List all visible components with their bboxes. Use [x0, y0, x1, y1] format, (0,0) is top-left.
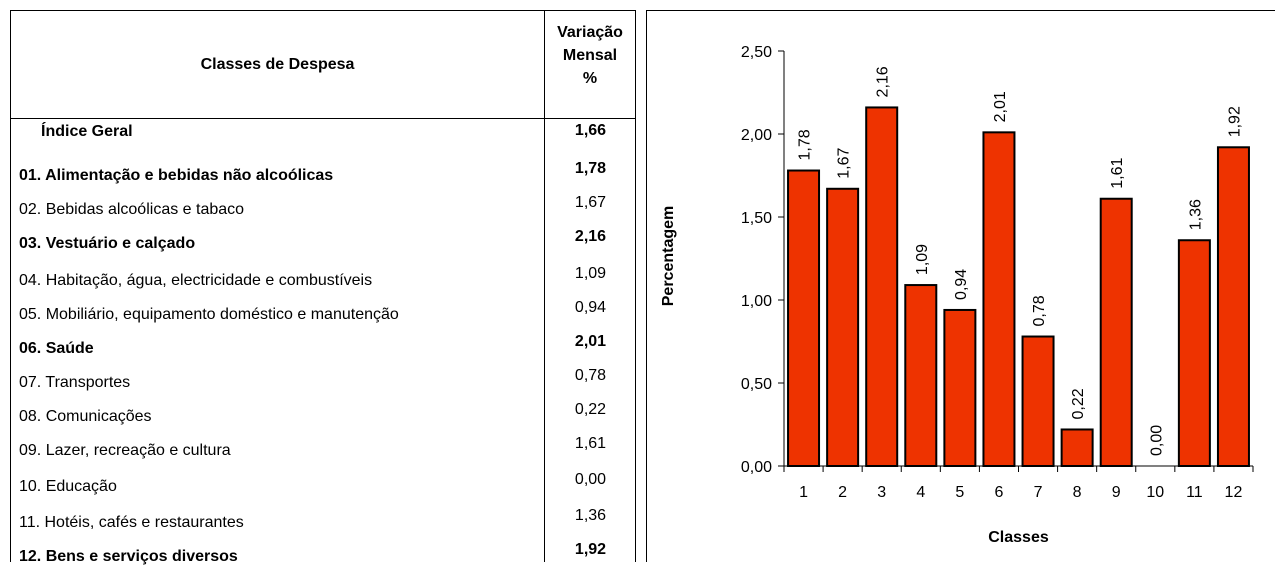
row-value: 1,67 [574, 194, 607, 211]
row-label: 01. Alimentação e bebidas não alcoólicas [19, 167, 334, 184]
y-tick-label: 0,00 [741, 459, 772, 476]
row-label: 07. Transportes [19, 374, 131, 391]
table-row: 12. Bens e serviços diversos 1,92 [11, 538, 635, 572]
row-label: 08. Comunicações [19, 408, 152, 425]
y-tick-label: 1,00 [741, 293, 772, 310]
bar [826, 187, 860, 467]
row-value: 2,01 [574, 333, 607, 350]
row-label: 09. Lazer, recreação e cultura [19, 442, 231, 459]
x-tick-label: 2 [838, 484, 847, 501]
row-value: 1,61 [574, 435, 607, 452]
x-tick-label: 12 [1225, 484, 1243, 501]
x-tick-label: 5 [955, 484, 964, 501]
data-label: 1,78 [797, 129, 814, 160]
y-tick-label: 2,50 [741, 44, 772, 61]
table-row: 08. Comunicações 0,22 [11, 398, 635, 432]
bar [787, 169, 821, 468]
row-value: 0,22 [574, 401, 607, 418]
data-label: 1,67 [836, 148, 853, 179]
row-value: 1,66 [574, 122, 607, 139]
row-value: 0,00 [574, 471, 607, 488]
chart-frame: 0,00 0,50 1,00 1,50 2,00 2,50 1 1,78 2 1,67 3 2,16 4… [646, 10, 1275, 562]
x-tick-label: 9 [1112, 484, 1121, 501]
data-label: 2,01 [992, 91, 1009, 122]
row-label: 03. Vestuário e calçado [19, 235, 196, 252]
data-label: 2,16 [875, 66, 892, 97]
bar [1060, 428, 1094, 468]
row-label: 04. Habitação, água, electricidade e com… [19, 272, 373, 289]
data-label: 1,61 [1109, 157, 1126, 188]
data-label: 1,09 [914, 244, 931, 275]
table-row: 11. Hotéis, cafés e restaurantes 1,36 [11, 504, 635, 538]
variation-header: Variação Mensal % [557, 24, 623, 87]
y-axis-title: Percentagem [660, 206, 677, 307]
bar [1099, 197, 1133, 468]
bar [865, 106, 899, 467]
x-tick-label: 11 [1186, 484, 1203, 501]
data-label: 0,00 [1148, 425, 1165, 456]
row-label: 10. Educação [19, 478, 117, 495]
x-tick-label: 6 [995, 484, 1004, 501]
row-label: 12. Bens e serviços diversos [19, 548, 238, 565]
table-row: 07. Transportes 0,78 [11, 364, 635, 398]
table-row: 09. Lazer, recreação e cultura 1,61 [11, 432, 635, 466]
y-tick-label: 1,50 [741, 210, 772, 227]
bar [904, 284, 938, 467]
data-label: 0,94 [953, 269, 970, 300]
bar [1177, 239, 1211, 467]
data-label: 1,92 [1226, 106, 1243, 137]
bar [982, 131, 1016, 467]
row-value: 1,09 [574, 265, 607, 282]
table-row: 06. Saúde 2,01 [11, 330, 635, 364]
x-tick-label: 7 [1034, 484, 1043, 501]
table-row: 03. Vestuário e calçado 2,16 [11, 225, 635, 259]
row-label: 05. Mobiliário, equipamento doméstico e … [19, 306, 399, 323]
table-row: 01. Alimentação e bebidas não alcoólicas… [11, 157, 635, 191]
row-label: 11. Hotéis, cafés e restaurantes [19, 514, 244, 531]
y-tick-label: 2,00 [741, 127, 772, 144]
row-value: 0,94 [574, 299, 607, 316]
data-label: 0,78 [1031, 295, 1048, 326]
table-row: 05. Mobiliário, equipamento doméstico e … [11, 296, 635, 330]
table-row: Índice Geral 1,66 [11, 119, 635, 153]
x-tick-label: 1 [799, 484, 808, 501]
y-tick-label: 0,50 [741, 376, 772, 393]
data-label: 0,22 [1070, 388, 1087, 419]
header-divider [11, 118, 635, 119]
x-tick-label: 4 [916, 484, 925, 501]
bar [1216, 146, 1250, 467]
table-row: 04. Habitação, água, electricidade e com… [11, 262, 635, 296]
table-row: 10. Educação 0,00 [11, 468, 635, 502]
row-value: 1,36 [574, 507, 607, 524]
monthly-variation-bar-chart: 0,00 0,50 1,00 1,50 2,00 2,50 1 1,78 2 1,67 3 2,16 4… [660, 44, 1254, 546]
row-label: 02. Bebidas alcoólicas e tabaco [19, 201, 245, 218]
x-axis-title: Classes [988, 529, 1049, 546]
row-value: 1,78 [574, 160, 607, 177]
table-row: 02. Bebidas alcoólicas e tabaco 1,67 [11, 191, 635, 225]
data-label: 1,36 [1187, 199, 1204, 230]
row-label: Índice Geral [41, 123, 133, 140]
x-tick-label: 3 [877, 484, 886, 501]
column-divider [544, 11, 545, 562]
row-label: 06. Saúde [19, 340, 94, 357]
row-value: 1,92 [574, 541, 607, 558]
bar [943, 308, 977, 467]
expense-classes-table: Classes de Despesa Variação Mensal % Índ… [10, 10, 636, 565]
row-value: 2,16 [574, 228, 607, 245]
x-tick-label: 10 [1146, 484, 1164, 501]
x-tick-label: 8 [1073, 484, 1082, 501]
bar [1021, 335, 1055, 467]
row-value: 0,78 [574, 367, 607, 384]
classes-header: Classes de Despesa [200, 55, 355, 73]
